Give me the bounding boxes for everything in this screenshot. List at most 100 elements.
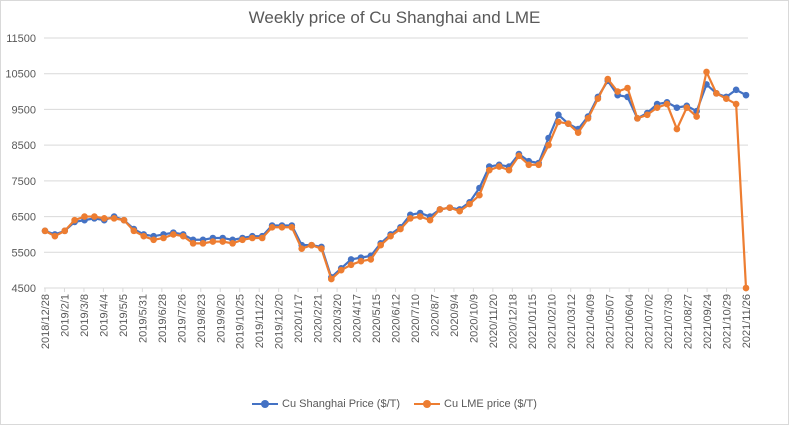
legend-swatch-lme <box>414 399 441 409</box>
x-tick-label: 2020/7/10 <box>410 294 422 343</box>
data-point-1 <box>485 166 493 174</box>
data-point-1 <box>584 115 592 122</box>
data-point-0 <box>347 256 355 263</box>
data-point-1 <box>61 227 69 235</box>
data-point-1 <box>318 245 325 253</box>
data-point-1 <box>555 118 562 126</box>
y-tick-label: 11500 <box>6 33 36 45</box>
data-point-1 <box>732 100 740 108</box>
data-point-1 <box>328 275 335 283</box>
data-point-1 <box>298 245 306 253</box>
data-point-1 <box>574 129 582 136</box>
y-tick-label: 7500 <box>12 176 36 188</box>
x-tick-label: 2020/12/18 <box>507 294 519 349</box>
data-point-1 <box>308 241 315 249</box>
data-point-1 <box>71 216 78 224</box>
x-tick-label: 2021/03/12 <box>566 294 578 349</box>
x-tick-label: 2021/07/02 <box>644 294 656 349</box>
y-tick-label: 5500 <box>12 247 36 259</box>
x-tick-label: 2021/04/09 <box>585 294 597 349</box>
data-point-1 <box>416 213 424 220</box>
x-tick-label: 2020/1/17 <box>293 294 305 343</box>
data-point-1 <box>150 236 157 244</box>
x-tick-label: 2019/7/26 <box>176 294 188 343</box>
y-tick-label: 9500 <box>12 104 36 116</box>
data-point-1 <box>604 75 612 83</box>
x-tick-label: 2020/10/9 <box>468 294 480 343</box>
x-tick-label: 2020/11/20 <box>488 294 500 348</box>
data-point-1 <box>722 95 730 103</box>
x-tick-label: 2020/8/7 <box>429 294 441 337</box>
data-point-1 <box>229 240 236 247</box>
data-point-1 <box>120 216 128 224</box>
legend-item-lme: Cu LME price ($/T) <box>414 398 537 410</box>
data-point-1 <box>377 241 384 249</box>
data-point-1 <box>426 216 434 224</box>
x-tick-label: 2020/5/15 <box>371 294 383 343</box>
data-point-1 <box>614 88 621 95</box>
y-tick-label: 6500 <box>12 212 36 224</box>
x-tick-label: 2020/9/4 <box>449 294 461 337</box>
data-point-1 <box>189 240 197 247</box>
data-point-1 <box>239 236 246 244</box>
data-point-1 <box>693 113 700 120</box>
data-point-1 <box>51 232 59 240</box>
data-point-1 <box>81 213 88 220</box>
data-point-1 <box>179 232 187 240</box>
data-point-1 <box>476 191 483 199</box>
x-tick-label: 2019/8/23 <box>196 294 208 343</box>
data-point-1 <box>337 266 345 274</box>
data-point-1 <box>91 213 98 220</box>
legend-label-shanghai: Cu Shanghai Price ($/T) <box>282 398 401 410</box>
data-point-1 <box>140 232 148 240</box>
data-point-1 <box>130 227 138 235</box>
chart-title: Weekly price of Cu Shanghai and LME <box>248 8 541 27</box>
x-tick-label: 2021/08/27 <box>683 294 695 349</box>
data-point-1 <box>525 161 533 169</box>
legend-item-shanghai: Cu Shanghai Price ($/T) <box>252 398 400 410</box>
data-point-0 <box>673 104 681 111</box>
data-point-1 <box>713 90 720 97</box>
data-point-1 <box>436 206 444 213</box>
data-point-1 <box>663 100 671 108</box>
data-point-1 <box>41 227 49 235</box>
data-point-1 <box>367 256 375 263</box>
data-point-1 <box>249 234 256 242</box>
x-tick-label: 2021/11/26 <box>741 294 753 348</box>
legend: Cu Shanghai Price ($/T) Cu LME price ($/… <box>0 398 789 410</box>
x-tick-label: 2018/12/28 <box>40 294 52 349</box>
data-point-0 <box>555 111 562 119</box>
data-point-1 <box>742 284 750 292</box>
x-tick-label: 2019/10/25 <box>235 294 247 349</box>
x-tick-label: 2020/2/21 <box>313 294 325 343</box>
data-point-1 <box>545 141 552 149</box>
x-tick-label: 2019/3/8 <box>79 294 91 337</box>
data-point-1 <box>170 231 177 238</box>
data-point-1 <box>535 161 542 169</box>
series-line-1 <box>44 70 748 289</box>
data-point-1 <box>347 261 355 269</box>
data-point-1 <box>634 115 641 122</box>
x-tick-label: 2019/11/22 <box>254 294 266 348</box>
data-point-1 <box>456 207 463 215</box>
y-tick-label: 8500 <box>12 140 36 152</box>
data-point-1 <box>199 240 207 247</box>
legend-swatch-shanghai <box>252 399 279 409</box>
data-point-1 <box>515 152 523 160</box>
data-point-1 <box>110 215 118 222</box>
data-point-0 <box>732 86 740 94</box>
data-point-1 <box>268 223 276 231</box>
data-point-1 <box>703 68 710 76</box>
data-point-1 <box>288 223 296 231</box>
data-point-1 <box>100 215 108 222</box>
x-tick-label: 2020/4/17 <box>352 294 364 343</box>
data-point-1 <box>446 204 454 211</box>
data-point-1 <box>357 257 365 265</box>
data-point-1 <box>278 223 286 231</box>
data-point-1 <box>505 166 513 174</box>
data-point-0 <box>742 91 750 99</box>
legend-label-lme: Cu LME price ($/T) <box>444 398 537 410</box>
x-tick-label: 2019/4/4 <box>98 294 110 337</box>
data-point-1 <box>219 238 227 245</box>
